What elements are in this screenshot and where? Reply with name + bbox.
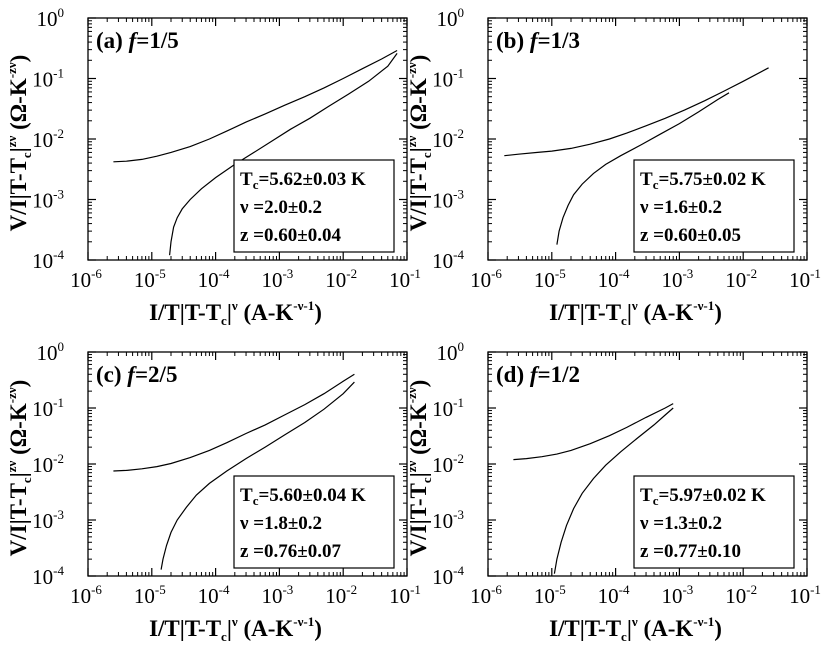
y-tick-label: 10-1 <box>32 66 64 92</box>
y-tick-label: 10-4 <box>32 563 64 589</box>
panel-3: 10-6 10-5 10-4 10-3 10-2 10-1 10-4 10-3 10-2 10-1… <box>4 339 421 644</box>
y-tick-label: 10-4 <box>432 563 464 589</box>
parameter-box <box>233 159 395 253</box>
y-tick-label: 10-2 <box>32 451 64 477</box>
lower-branch-line <box>556 92 730 245</box>
panel-label: (c) f=2/5 <box>96 362 177 387</box>
y-tick-label: 10-1 <box>432 66 464 92</box>
x-tick-label: 10-4 <box>198 266 230 292</box>
panel-label: (b) f=1/3 <box>496 28 580 53</box>
param-nu: ν =2.0±0.2 <box>239 197 322 218</box>
x-tick-label: 10-2 <box>725 266 757 292</box>
param-z: z =0.60±0.04 <box>240 225 341 246</box>
x-tick-label: 10-4 <box>198 582 230 608</box>
x-tick-label: 10-3 <box>261 266 293 292</box>
x-axis-label: I/T|T-Tc|ν (A-K-ν-1) <box>149 298 322 328</box>
y-tick-label: 10-4 <box>32 247 64 273</box>
x-tick-label: 10-6 <box>70 266 102 292</box>
y-tick-label: 10-1 <box>432 395 464 421</box>
y-tick-label: 100 <box>437 339 465 365</box>
y-axis-label: V/I|T-Tc|zν (Ω-K-zν) <box>404 380 434 557</box>
y-tick-label: 10-1 <box>32 395 64 421</box>
y-tick-label: 100 <box>437 5 465 31</box>
param-tc: Tc=5.75±0.02 K <box>640 169 766 192</box>
x-tick-label: 10-4 <box>598 266 630 292</box>
x-tick-label: 10-2 <box>725 582 757 608</box>
panel-2: 10-6 10-5 10-4 10-3 10-2 10-1 10-4 10-3 10-2 10-1… <box>404 5 821 328</box>
lower-branch-line <box>553 407 674 574</box>
panel-4: 10-6 10-5 10-4 10-3 10-2 10-1 10-4 10-3 10-2 10-1… <box>404 339 821 644</box>
x-tick-label: 10-3 <box>661 582 693 608</box>
parameter-box <box>633 159 795 253</box>
x-tick-label: 10-1 <box>789 266 821 292</box>
param-z: z =0.76±0.07 <box>240 541 341 562</box>
y-axis-label: V/I|T-Tc|zν (Ω-K-zν) <box>404 55 434 232</box>
param-nu: ν =1.3±0.2 <box>639 513 722 534</box>
upper-branch-line <box>113 373 355 472</box>
x-tick-label: 10-6 <box>470 266 502 292</box>
x-tick-label: 10-5 <box>134 582 166 608</box>
x-tick-label: 10-5 <box>534 266 566 292</box>
x-tick-label: 10-4 <box>598 582 630 608</box>
y-tick-label: 10-2 <box>32 126 64 152</box>
x-axis-label: I/T|T-Tc|ν (A-K-ν-1) <box>549 614 722 644</box>
y-axis-label: V/I|T-Tc|zν (Ω-K-zν) <box>4 380 34 557</box>
y-tick-label: 10-4 <box>432 247 464 273</box>
upper-branch-line <box>504 67 769 157</box>
param-nu: ν =1.6±0.2 <box>639 197 722 218</box>
x-tick-label: 10-3 <box>661 266 693 292</box>
param-z: z =0.77±0.10 <box>640 541 741 562</box>
param-z: z =0.60±0.05 <box>640 225 741 246</box>
y-tick-label: 10-2 <box>432 451 464 477</box>
x-tick-label: 10-1 <box>789 582 821 608</box>
y-tick-label: 100 <box>37 339 65 365</box>
x-tick-label: 10-2 <box>325 582 357 608</box>
panel-label: (d) f=1/2 <box>496 362 580 387</box>
parameter-box <box>633 475 795 569</box>
x-axis-label: I/T|T-Tc|ν (A-K-ν-1) <box>549 298 722 328</box>
x-tick-label: 10-1 <box>389 582 421 608</box>
panel-1: 10-6 10-5 10-4 10-3 10-2 10-1 10-4 10-3 10-2 10-1… <box>4 5 421 328</box>
param-nu: ν =1.8±0.2 <box>239 513 322 534</box>
param-tc: Tc=5.97±0.02 K <box>640 485 766 508</box>
y-tick-label: 100 <box>37 5 65 31</box>
y-tick-label: 10-2 <box>432 126 464 152</box>
panel-label: (a) f=1/5 <box>96 28 179 53</box>
y-tick-label: 10-3 <box>32 507 64 533</box>
param-tc: Tc=5.60±0.04 K <box>240 485 366 508</box>
x-axis-label: I/T|T-Tc|ν (A-K-ν-1) <box>149 614 322 644</box>
x-tick-label: 10-6 <box>470 582 502 608</box>
x-tick-label: 10-2 <box>325 266 357 292</box>
y-tick-label: 10-3 <box>32 187 64 213</box>
x-tick-label: 10-6 <box>70 582 102 608</box>
lower-branch-line <box>169 53 398 256</box>
x-tick-label: 10-3 <box>261 582 293 608</box>
x-tick-label: 10-5 <box>534 582 566 608</box>
parameter-box <box>233 475 395 569</box>
param-tc: Tc=5.62±0.03 K <box>240 169 366 192</box>
lower-branch-line <box>160 381 355 570</box>
x-tick-label: 10-1 <box>389 266 421 292</box>
upper-branch-line <box>513 403 674 461</box>
upper-branch-line <box>113 49 398 163</box>
y-tick-label: 10-3 <box>432 187 464 213</box>
y-tick-label: 10-3 <box>432 507 464 533</box>
x-tick-label: 10-5 <box>134 266 166 292</box>
y-axis-label: V/I|T-Tc|zν (Ω-K-zν) <box>4 55 34 232</box>
